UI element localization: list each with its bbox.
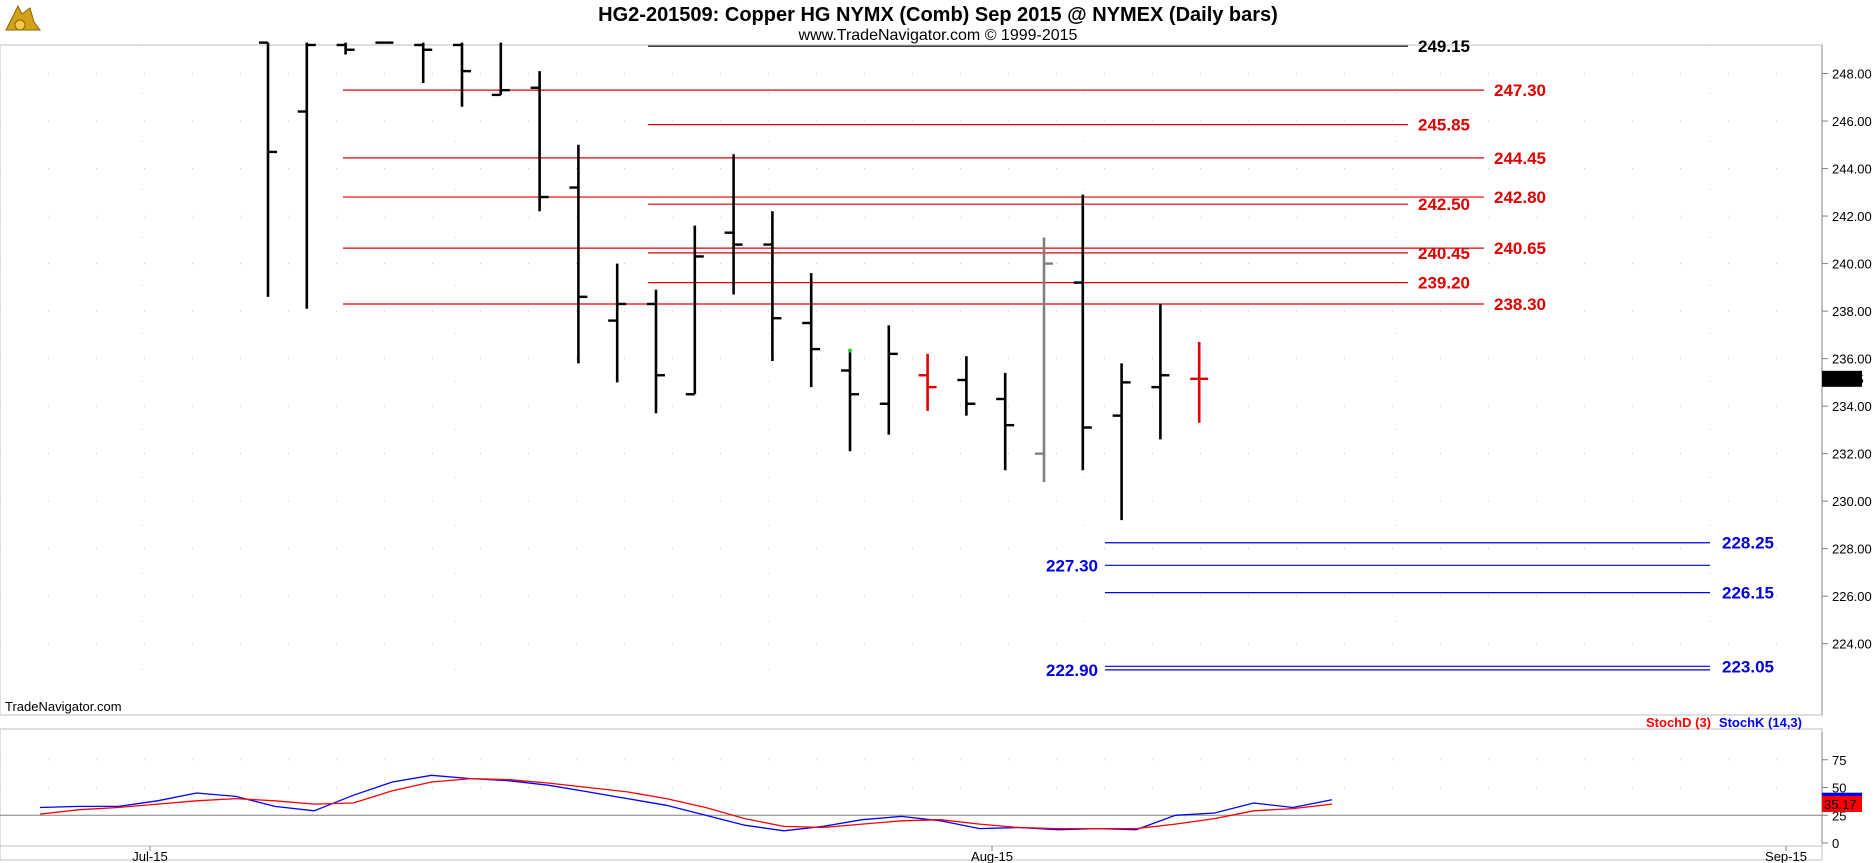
ohlc-bar [297, 42, 316, 309]
price-tick-label: 234.00 [1832, 399, 1872, 414]
ohlc-bar [1151, 303, 1170, 440]
ohlc-bar [1073, 194, 1092, 471]
price-tick-label: 244.00 [1832, 162, 1872, 177]
level-label: 242.80 [1494, 188, 1546, 207]
ohlc-bar [1190, 341, 1209, 423]
watermark-text: TradeNavigator.com [5, 699, 122, 714]
level-label: 238.30 [1494, 295, 1546, 314]
ohlc-bar [1112, 363, 1131, 521]
price-panel-frame [0, 44, 1823, 716]
level-label: 222.90 [1046, 661, 1098, 680]
price-tick-label: 236.00 [1832, 352, 1872, 367]
last-price-label: 235.15 [1824, 372, 1864, 387]
ohlc-bar [879, 325, 898, 435]
price-tick-label: 232.00 [1832, 447, 1872, 462]
stochastic-grid [0, 759, 1822, 816]
stochastic-panel-frame [0, 728, 1823, 861]
price-tick-label: 228.00 [1832, 542, 1872, 557]
last-price-tag [1822, 370, 1862, 387]
ohlc-bar [996, 372, 1015, 471]
level-label: 244.45 [1494, 149, 1546, 168]
ohlc-bar [918, 353, 937, 411]
ohlc-bar [336, 42, 355, 55]
header-band [0, 0, 1876, 45]
ohlc-bar [685, 225, 704, 396]
price-panel: 249.15 247.30 245.85 244.45 242.80 242.50 240.… [0, 37, 1872, 716]
level-label: 240.65 [1494, 239, 1546, 258]
stoch-tick-label: 25 [1832, 808, 1846, 823]
price-tick-label: 246.00 [1832, 114, 1872, 129]
level-label: 226.15 [1722, 584, 1774, 603]
ohlc-bar [957, 356, 976, 416]
stochd-last-tag [1822, 795, 1862, 812]
chart-subtitle: www.TradeNavigator.com © 1999-2015 [798, 27, 1078, 44]
ohlc-bar [259, 41, 277, 297]
ohlc-bar [841, 348, 859, 452]
ohlc-bar [763, 211, 782, 361]
level-label: 245.85 [1418, 116, 1470, 135]
price-grid [0, 45, 1822, 715]
price-tick-label: 242.00 [1832, 209, 1872, 224]
x-tick-label: Jul-15 [132, 849, 167, 863]
chart-title: HG2-201509: Copper HG NYMX (Comb) Sep 20… [598, 4, 1278, 26]
price-tick-label: 248.00 [1832, 67, 1872, 82]
ohlc-bar [608, 263, 627, 383]
ohlc-bar [647, 289, 665, 414]
stochastic-lines [39, 774, 1333, 832]
level-label: 249.15 [1418, 37, 1470, 56]
level-label: 223.05 [1722, 657, 1774, 676]
legend-stochk: StochK (14,3) [1719, 715, 1802, 730]
price-axis: 224.00 226.00 228.00 230.00 232.00 234.00 236.… [1821, 45, 1872, 715]
price-tick-label: 238.00 [1832, 304, 1872, 319]
level-label: 239.20 [1418, 274, 1470, 293]
stoch-tick-label: 50 [1832, 781, 1846, 796]
price-tick-label: 230.00 [1832, 494, 1872, 509]
ohlc-bar [414, 42, 433, 84]
stochastic-panel: 0 25 50 75 35.17 [0, 728, 1862, 861]
x-tick-label: Sep-15 [1765, 849, 1807, 863]
ohlc-bar [802, 273, 821, 388]
ohlc-bar [491, 42, 510, 97]
ohlc-bar [453, 42, 471, 107]
price-levels: 249.15 247.30 245.85 244.45 242.80 242.50 240.… [343, 37, 1774, 680]
level-label: 227.30 [1046, 556, 1098, 575]
ohlc-bar [724, 154, 743, 295]
level-label: 228.25 [1722, 534, 1774, 553]
ohlc-bar [569, 144, 588, 364]
level-label: 242.50 [1418, 195, 1470, 214]
ohlc-marker [848, 348, 852, 353]
stoch-tick-label: 75 [1832, 753, 1846, 768]
price-tick-label: 224.00 [1832, 637, 1872, 652]
app-logo [5, 4, 41, 31]
price-tick-label: 226.00 [1832, 589, 1872, 604]
legend-stochd: StochD (3) [1646, 715, 1711, 730]
x-axis: Jul-15 Aug-15 Sep-15 [0, 845, 1822, 863]
price-tick-label: 240.00 [1832, 257, 1872, 272]
level-label: 247.30 [1494, 81, 1546, 100]
stochd-last-label: 35.17 [1824, 797, 1857, 812]
ohlc-bar [530, 71, 549, 212]
x-tick-label: Aug-15 [971, 849, 1013, 863]
stoch-tick-label: 0 [1832, 836, 1839, 851]
stochastic-axis: 0 25 50 75 35.17 [1821, 732, 1862, 851]
stochd-line [39, 777, 1333, 830]
level-label: 240.45 [1418, 244, 1470, 263]
price-bars [259, 41, 1209, 521]
ohlc-bar [1035, 237, 1053, 483]
